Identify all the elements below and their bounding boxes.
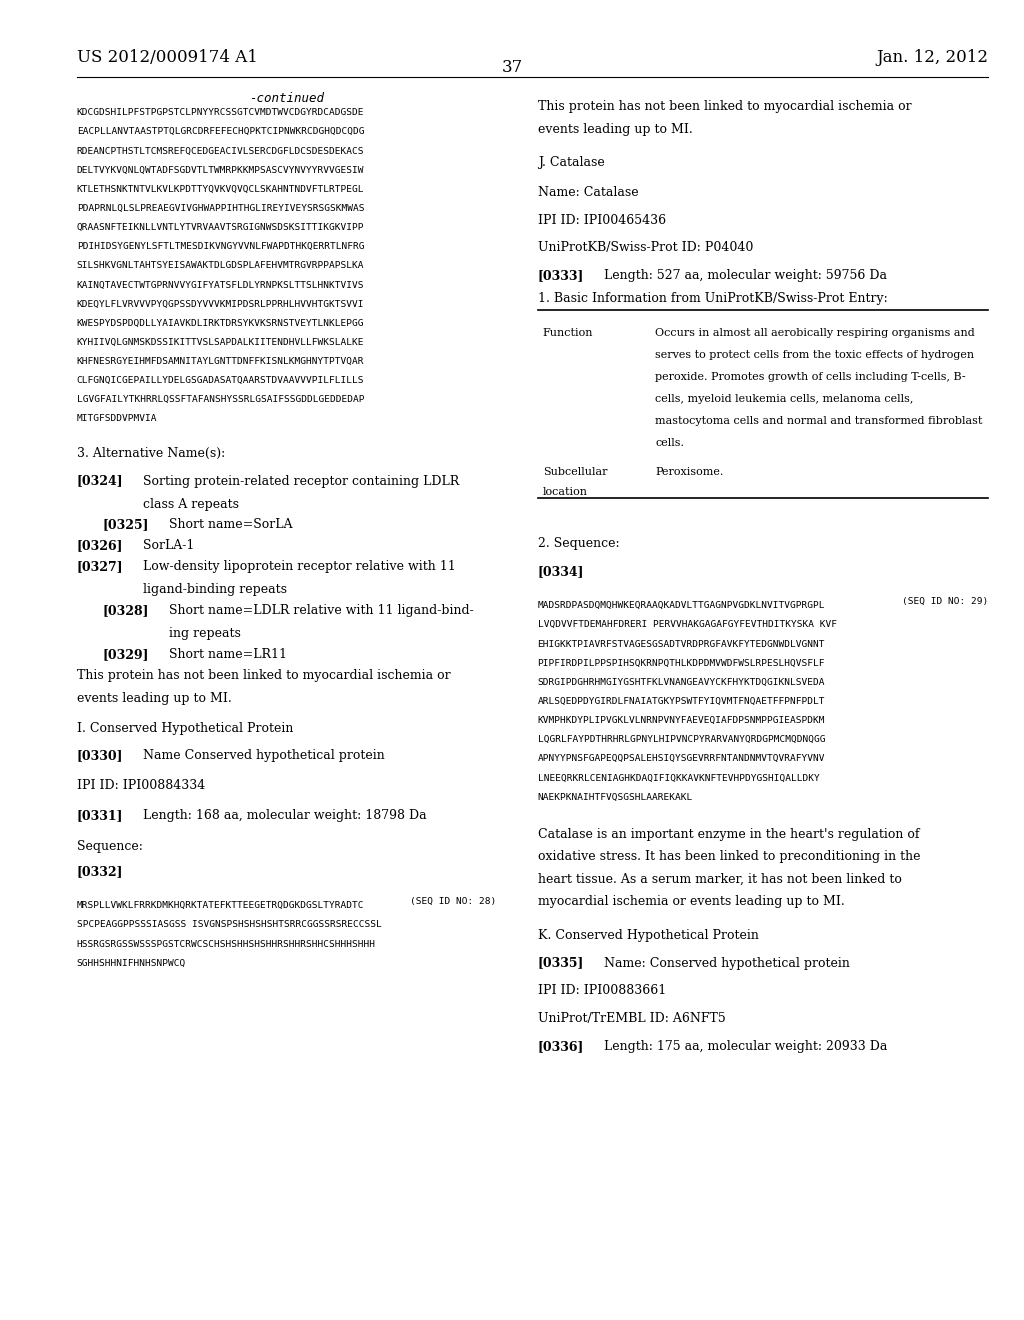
Text: Catalase is an important enzyme in the heart's regulation of: Catalase is an important enzyme in the h… xyxy=(538,828,920,841)
Text: QRAASNFTEIKNLLVNTLYTVRVAAVTSRGIGNWSDSKSITTIKGKVIPP: QRAASNFTEIKNLLVNTLYTVRVAAVTSRGIGNWSDSKSI… xyxy=(77,223,365,232)
Text: Length: 527 aa, molecular weight: 59756 Da: Length: 527 aa, molecular weight: 59756 … xyxy=(604,269,887,282)
Text: cells.: cells. xyxy=(655,438,684,447)
Text: MRSPLLVWKLFRRKDMKHQRKTATEFKTTEEGETRQDGKDGSLTYRADTC: MRSPLLVWKLFRRKDMKHQRKTATEFKTTEEGETRQDGKD… xyxy=(77,902,365,911)
Text: (SEQ ID NO: 29): (SEQ ID NO: 29) xyxy=(902,597,988,606)
Text: KWESPYDSPDQDLLYAIAVKDLIRKTDRSYKVKSRNSTVEYTLNKLEPGG: KWESPYDSPDQDLLYAIAVKDLIRKTDRSYKVKSRNSTVE… xyxy=(77,318,365,327)
Text: Peroxisome.: Peroxisome. xyxy=(655,466,724,477)
Text: heart tissue. As a serum marker, it has not been linked to: heart tissue. As a serum marker, it has … xyxy=(538,873,901,886)
Text: [0330]: [0330] xyxy=(77,750,123,763)
Text: [0326]: [0326] xyxy=(77,539,123,552)
Text: NAEKPKNAIHTFVQSGSHLAAREKAKL: NAEKPKNAIHTFVQSGSHLAAREKAKL xyxy=(538,792,693,801)
Text: ligand-binding repeats: ligand-binding repeats xyxy=(143,583,288,597)
Text: MADSRDPASDQMQHWKEQRAAQKADVLTTGAGNPVGDKLNVITVGPRGPL: MADSRDPASDQMQHWKEQRAAQKADVLTTGAGNPVGDKLN… xyxy=(538,601,825,610)
Text: Short name=SorLA: Short name=SorLA xyxy=(169,519,293,532)
Text: [0325]: [0325] xyxy=(102,519,148,532)
Text: I. Conserved Hypothetical Protein: I. Conserved Hypothetical Protein xyxy=(77,722,293,735)
Text: SorLA-1: SorLA-1 xyxy=(143,539,195,552)
Text: Sequence:: Sequence: xyxy=(77,840,142,853)
Text: cells, myeloid leukemia cells, melanoma cells,: cells, myeloid leukemia cells, melanoma … xyxy=(655,395,913,404)
Text: IPI ID: IPI00884334: IPI ID: IPI00884334 xyxy=(77,779,205,792)
Text: LNEEQRKRLCENIAGHKDAQIFIQKKAVKNFTEVHPDYGSHIQALLDKY: LNEEQRKRLCENIAGHKDAQIFIQKKAVKNFTEVHPDYGS… xyxy=(538,774,819,783)
Text: CLFGNQICGEPAILLYDELGSGADASATQAARSTDVAAVVVPILFLILLS: CLFGNQICGEPAILLYDELGSGADASATQAARSTDVAAVV… xyxy=(77,376,365,385)
Text: This protein has not been linked to myocardial ischemia or: This protein has not been linked to myoc… xyxy=(77,668,451,681)
Text: oxidative stress. It has been linked to preconditioning in the: oxidative stress. It has been linked to … xyxy=(538,850,921,863)
Text: Sorting protein-related receptor containing LDLR: Sorting protein-related receptor contain… xyxy=(143,474,460,487)
Text: KDCGDSHILPFSTPGPSTCLPNYYRCSSGTCVMDTWVCDGYRDCADGSDE: KDCGDSHILPFSTPGPSTCLPNYYRCSSGTCVMDTWVCDG… xyxy=(77,108,365,117)
Text: UniProtKB/Swiss-Prot ID: P04040: UniProtKB/Swiss-Prot ID: P04040 xyxy=(538,242,753,255)
Text: 2. Sequence:: 2. Sequence: xyxy=(538,537,620,550)
Text: SILSHKVGNLTAHTSYEISAWAKTDLGDSPLAFEHVMTRGVRPPAPSLKA: SILSHKVGNLTAHTSYEISAWAKTDLGDSPLAFEHVMTRG… xyxy=(77,261,365,271)
Text: [0329]: [0329] xyxy=(102,648,148,661)
Text: location: location xyxy=(543,487,588,498)
Text: Subcellular: Subcellular xyxy=(543,466,607,477)
Text: LGVGFAILYTKHRRLQSSFTAFANSHYSSRLGSAIFSSGDDLGEDDEDAP: LGVGFAILYTKHRRLQSSFTAFANSHYSSRLGSAIFSSGD… xyxy=(77,395,365,404)
Text: PIPFIRDPILPPSPIHSQKRNPQTHLKDPDMVWDFWSLRPESLHQVSFLF: PIPFIRDPILPPSPIHSQKRNPQTHLKDPDMVWDFWSLRP… xyxy=(538,659,825,668)
Text: events leading up to MI.: events leading up to MI. xyxy=(538,123,692,136)
Text: APNYYPNSFGAPEQQPSALEHSIQYSGEVRRFNTANDNMVTQVRAFYVNV: APNYYPNSFGAPEQQPSALEHSIQYSGEVRRFNTANDNMV… xyxy=(538,754,825,763)
Text: US 2012/0009174 A1: US 2012/0009174 A1 xyxy=(77,49,258,66)
Text: 37: 37 xyxy=(502,59,522,77)
Text: J. Catalase: J. Catalase xyxy=(538,156,604,169)
Text: PDAPRNLQLSLPREAEGVIVGHWAPPIHTHGLIREYIVEYSRSGSKMWAS: PDAPRNLQLSLPREAEGVIVGHWAPPIHTHGLIREYIVEY… xyxy=(77,203,365,213)
Text: Jan. 12, 2012: Jan. 12, 2012 xyxy=(877,49,988,66)
Text: SDRGIPDGHRHMGIYGSHTFKLVNANGEAVYCKFHYKTDQGIKNLSVEDA: SDRGIPDGHRHMGIYGSHTFKLVNANGEAVYCKFHYKTDQ… xyxy=(538,677,825,686)
Text: IPI ID: IPI00465436: IPI ID: IPI00465436 xyxy=(538,214,666,227)
Text: Short name=LR11: Short name=LR11 xyxy=(169,648,287,661)
Text: Short name=LDLR relative with 11 ligand-bind-: Short name=LDLR relative with 11 ligand-… xyxy=(169,603,474,616)
Text: -continued: -continued xyxy=(249,92,325,106)
Text: HSSRGSRGSSWSSSPGSTCRWCSCHSHSHHSHSHHRSHHRSHHCSHHHSHHH: HSSRGSRGSSWSSSPGSTCRWCSCHSHSHHSHSHHRSHHR… xyxy=(77,940,376,949)
Text: [0335]: [0335] xyxy=(538,957,584,969)
Text: Name: Conserved hypothetical protein: Name: Conserved hypothetical protein xyxy=(604,957,850,969)
Text: [0331]: [0331] xyxy=(77,809,123,822)
Text: MITGFSDDVPMVIA: MITGFSDDVPMVIA xyxy=(77,414,158,424)
Text: 3. Alternative Name(s):: 3. Alternative Name(s): xyxy=(77,446,225,459)
Text: ARLSQEDPDYGIRDLFNAIATGKYPSWTFYIQVMTFNQAETFFPNFPDLT: ARLSQEDPDYGIRDLFNAIATGKYPSWTFYIQVMTFNQAE… xyxy=(538,697,825,706)
Text: events leading up to MI.: events leading up to MI. xyxy=(77,692,231,705)
Text: [0333]: [0333] xyxy=(538,269,584,282)
Text: EACPLLANVTAASTPTQLGRCDRFEFECHQPKTCIPNWKRCDGHQDCQDG: EACPLLANVTAASTPTQLGRCDRFEFECHQPKTCIPNWKR… xyxy=(77,127,365,136)
Text: KDEQYLFLVRVVVPYQGPSSDYVVVKMIPDSRLPPRHLHVVHTGKTSVVI: KDEQYLFLVRVVVPYQGPSSDYVVVKMIPDSRLPPRHLHV… xyxy=(77,300,365,309)
Text: peroxide. Promotes growth of cells including T-cells, B-: peroxide. Promotes growth of cells inclu… xyxy=(655,372,966,383)
Text: serves to protect cells from the toxic effects of hydrogen: serves to protect cells from the toxic e… xyxy=(655,350,975,360)
Text: [0334]: [0334] xyxy=(538,565,584,578)
Text: [0336]: [0336] xyxy=(538,1040,584,1052)
Text: KAINQTAVECTWTGPRNVVYGIFYATSFLDLYRNPKSLTTSLHNKTVIVS: KAINQTAVECTWTGPRNVVYGIFYATSFLDLYRNPKSLTT… xyxy=(77,280,365,289)
Text: [0327]: [0327] xyxy=(77,560,124,573)
Text: (SEQ ID NO: 28): (SEQ ID NO: 28) xyxy=(411,898,497,907)
Text: Occurs in almost all aerobically respiring organisms and: Occurs in almost all aerobically respiri… xyxy=(655,329,975,338)
Text: EHIGKKTPIAVRFSTVAGESGSADTVRDPRGFAVKFYTEDGNWDLVGNNT: EHIGKKTPIAVRFSTVAGESGSADTVRDPRGFAVKFYTED… xyxy=(538,639,825,648)
Text: KTLETHSNKTNTVLKVLKPDTTYQVKVQVQCLSKAHNTNDVFTLRTPEGL: KTLETHSNKTNTVLKVLKPDTTYQVKVQVQCLSKAHNTND… xyxy=(77,185,365,194)
Text: [0332]: [0332] xyxy=(77,865,123,878)
Text: [0324]: [0324] xyxy=(77,474,124,487)
Text: RDEANCPTHSTLTCMSREFQCEDGEACIVLSERCDGFLDCSDESDEKACS: RDEANCPTHSTLTCMSREFQCEDGEACIVLSERCDGFLDC… xyxy=(77,147,365,156)
Text: SPCPEAGGPPSSSIASGSS ISVGNSPSHSHSHSHTSRRCGGSSRSRECCSSL: SPCPEAGGPPSSSIASGSS ISVGNSPSHSHSHSHTSRRC… xyxy=(77,920,382,929)
Text: UniProt/TrEMBL ID: A6NFT5: UniProt/TrEMBL ID: A6NFT5 xyxy=(538,1012,725,1024)
Text: PDIHIDSYGENYLSFTLTMESDIKVNGYVVNLFWAPDTHKQERRTLNFRG: PDIHIDSYGENYLSFTLTMESDIKVNGYVVNLFWAPDTHK… xyxy=(77,242,365,251)
Text: ing repeats: ing repeats xyxy=(169,627,241,640)
Text: K. Conserved Hypothetical Protein: K. Conserved Hypothetical Protein xyxy=(538,929,759,941)
Text: DELTVYKVQNLQWTADFSGDVTLTWMRPKKMPSASCVYNVYYRVVGESIW: DELTVYKVQNLQWTADFSGDVTLTWMRPKKMPSASCVYNV… xyxy=(77,165,365,174)
Text: Name: Catalase: Name: Catalase xyxy=(538,186,638,199)
Text: Length: 175 aa, molecular weight: 20933 Da: Length: 175 aa, molecular weight: 20933 … xyxy=(604,1040,888,1052)
Text: [0328]: [0328] xyxy=(102,603,148,616)
Text: KHFNESRGYEIHMFDSAMNITAYLGNTTDNFFKISNLKMGHNYTPTVQAR: KHFNESRGYEIHMFDSAMNITAYLGNTTDNFFKISNLKMG… xyxy=(77,356,365,366)
Text: SGHHSHHNIFHNHSNPWCQ: SGHHSHHNIFHNHSNPWCQ xyxy=(77,958,186,968)
Text: Low-density lipoprotein receptor relative with 11: Low-density lipoprotein receptor relativ… xyxy=(143,560,456,573)
Text: LQGRLFAYPDTHRHRLGPNYLHIPVNCPYRARVANYQRDGPMCMQDNQGG: LQGRLFAYPDTHRHRLGPNYLHIPVNCPYRARVANYQRDG… xyxy=(538,735,825,744)
Text: LVQDVVFTDEMAHFDRERI PERVVHAKGAGAFGYFEVTHDITKYSKA KVF: LVQDVVFTDEMAHFDRERI PERVVHAKGAGAFGYFEVTH… xyxy=(538,620,837,630)
Text: class A repeats: class A repeats xyxy=(143,498,240,511)
Text: IPI ID: IPI00883661: IPI ID: IPI00883661 xyxy=(538,985,666,997)
Text: Function: Function xyxy=(543,329,593,338)
Text: KVMPHKDYPLIPVGKLVLNRNPVNYFAEVEQIAFDPSNMPPGIEASPDKM: KVMPHKDYPLIPVGKLVLNRNPVNYFAEVEQIAFDPSNMP… xyxy=(538,715,825,725)
Text: myocardial ischemia or events leading up to MI.: myocardial ischemia or events leading up… xyxy=(538,895,845,908)
Text: Name Conserved hypothetical protein: Name Conserved hypothetical protein xyxy=(143,750,385,763)
Text: KYHIIVQLGNMSKDSSIKITTVSLSAPDALKIITENDHVLLFWKSLALKE: KYHIIVQLGNMSKDSSIKITTVSLSAPDALKIITENDHVL… xyxy=(77,338,365,347)
Text: mastocytoma cells and normal and transformed fibroblast: mastocytoma cells and normal and transfo… xyxy=(655,416,983,426)
Text: This protein has not been linked to myocardial ischemia or: This protein has not been linked to myoc… xyxy=(538,100,911,114)
Text: 1. Basic Information from UniProtKB/Swiss-Prot Entry:: 1. Basic Information from UniProtKB/Swis… xyxy=(538,292,888,305)
Text: Length: 168 aa, molecular weight: 18798 Da: Length: 168 aa, molecular weight: 18798 … xyxy=(143,809,427,822)
